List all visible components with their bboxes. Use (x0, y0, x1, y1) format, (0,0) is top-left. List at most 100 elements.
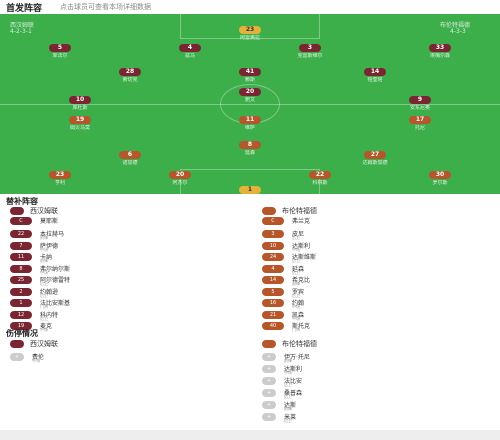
away-player[interactable]: 11 维萨 (225, 106, 275, 131)
sub-row[interactable]: 10 达斯利 中场 (262, 241, 492, 253)
sub-row[interactable]: 5 罗宾 后卫 (262, 287, 492, 299)
shirt-number: 3 (262, 230, 284, 238)
sub-row[interactable]: 2 约翰逊 后卫 (10, 287, 240, 299)
away-player[interactable]: 20 阿杰尔 (155, 161, 205, 186)
home-player[interactable]: 33 埃梅尔森 (415, 34, 465, 59)
injury-row: + 伊万·托尼 前锋 (262, 352, 492, 364)
player-name: 本拉赫马 (40, 231, 65, 238)
home-player[interactable]: 41 赖斯 (225, 58, 275, 83)
player-name: 埃梅尔森 (429, 53, 450, 59)
away-player[interactable]: 30 罗尔斯 (415, 161, 465, 186)
home-team-label: 西汉姆联 (10, 22, 35, 29)
home-crest-icon (10, 340, 24, 348)
player-position: 后卫 (284, 418, 292, 423)
home-formation: 4-2-3-1 (10, 28, 32, 35)
player-position: 中场 (40, 269, 48, 275)
player-name: 阿杰尔 (172, 180, 188, 186)
home-player[interactable]: 10 库杜斯 (55, 86, 105, 111)
home-player[interactable]: 20 鲍文 (225, 78, 275, 103)
sub-row[interactable]: 22 本拉赫马 前锋 (10, 229, 240, 241)
away-player[interactable]: 8 延森 (225, 131, 275, 156)
sub-row[interactable]: 40 斯托克 门将 (262, 321, 492, 333)
home-player[interactable]: 14 帕奎塔 (350, 58, 400, 83)
home-player[interactable]: 28 索切克 (105, 58, 155, 83)
subs-away-head: 布伦特福德 (262, 206, 317, 216)
home-player[interactable]: 4 兹马 (165, 34, 215, 59)
subs-title: 替补阵容 (6, 197, 38, 206)
home-player[interactable]: 5 库法尔 (35, 34, 85, 59)
away-player[interactable]: 6 诺加德 (105, 141, 155, 166)
subs-home-head: 西汉姆联 (10, 206, 58, 216)
away-formation: 4-3-3 (450, 28, 466, 35)
player-position: 中场 (292, 315, 300, 321)
player-position: 后卫 (40, 292, 48, 298)
shirt-number: 1 (10, 299, 32, 307)
away-player[interactable]: 1弗莱肯 (225, 176, 275, 194)
injury-row: + 达斯 前锋 (262, 400, 492, 412)
injury-icon: + (262, 413, 276, 421)
injury-icon: + (262, 389, 276, 397)
sub-row[interactable]: 14 希克比 前锋 (262, 275, 492, 287)
away-player[interactable]: 23 亨利 (35, 161, 85, 186)
away-player[interactable]: 19 姆贝乌莫 (55, 106, 105, 131)
sub-row[interactable]: 11 卡纳 前锋 (10, 252, 240, 264)
sub-row[interactable]: 19 麦克 中场 (10, 321, 240, 333)
player-name: 赖斯 (244, 77, 255, 83)
player-position: 前锋 (292, 281, 300, 286)
player-position: 后卫 (284, 382, 292, 387)
sub-row[interactable]: 16 约翰 中场 (262, 298, 492, 310)
shirt-number: 40 (262, 322, 284, 330)
shirt-number: 9 (409, 96, 431, 104)
player-name: 维萨 (244, 125, 255, 131)
home-player[interactable]: 3 克雷斯维尔 (285, 34, 335, 59)
shirt-number: 20 (169, 171, 191, 179)
sub-row[interactable]: 4 延森 后卫 (262, 264, 492, 276)
away-coach-row: C 弗兰克 (262, 216, 492, 228)
player-name: 达姆斯加德 (362, 160, 388, 166)
player-name: 麦克 (40, 323, 53, 330)
inj-away-head: 布伦特福德 (262, 339, 317, 349)
sub-row[interactable]: 1 法比安斯基 门将 (10, 298, 240, 310)
shirt-number: 25 (10, 276, 32, 284)
sub-row[interactable]: 7 萨伊德 中场 (10, 241, 240, 253)
away-player[interactable]: 17 托尼 (395, 106, 445, 131)
sub-row[interactable]: 12 科内特 后卫 (10, 310, 240, 322)
player-position: 前锋 (40, 258, 48, 263)
player-name: 法比安斯基 (40, 300, 71, 307)
player-name: 费伦 (32, 354, 45, 361)
page-subtitle: 点击球员可查看本场详细数据 (60, 3, 151, 11)
home-player[interactable]: 23 阿雷奥拉 (225, 16, 275, 41)
player-name: 桑普森 (284, 390, 303, 397)
player-name: 罗尔斯 (432, 180, 448, 186)
shirt-number: 16 (262, 299, 284, 307)
shirt-number: 12 (10, 310, 32, 319)
shirt-number: 22 (10, 230, 32, 238)
shirt-number: 8 (239, 141, 261, 149)
shirt-number: 27 (364, 151, 386, 159)
player-position: 中场 (292, 304, 300, 309)
sub-row[interactable]: 21 凯森 中场 (262, 310, 492, 322)
player-name: 亨利 (54, 180, 65, 186)
player-name: 阿雷奥拉 (239, 35, 260, 41)
player-name: 约翰 (292, 300, 305, 307)
player-name: 达斯 (284, 402, 297, 409)
player-name: 阿尔德雷特 (40, 277, 71, 284)
home-coach-name: 莫耶斯 (40, 218, 59, 225)
shirt-number: 17 (409, 116, 431, 124)
player-name: 鲍文 (244, 97, 255, 103)
sub-row[interactable]: 24 达斯维斯 后卫 (262, 252, 492, 264)
away-player[interactable]: 22 科林斯 (295, 161, 345, 186)
player-name: 达斯利 (284, 366, 303, 373)
home-player[interactable]: 9 安东尼奥 (395, 86, 445, 111)
player-position: 中场 (32, 358, 40, 363)
sub-row[interactable]: 3 皮尼 后卫 (262, 229, 492, 241)
sub-row[interactable]: 8 弗尔纳尔斯 中场 (10, 264, 240, 276)
shirt-number: 21 (262, 310, 284, 319)
sub-row[interactable]: 25 阿尔德雷特 后卫 (10, 275, 240, 287)
page-title: 首发阵容 (6, 4, 43, 14)
player-name: 希克比 (292, 277, 311, 284)
shirt-number: 11 (239, 116, 261, 124)
footer (0, 430, 500, 440)
away-player[interactable]: 27 达姆斯加德 (350, 141, 400, 166)
player-position: 后卫 (40, 281, 48, 286)
